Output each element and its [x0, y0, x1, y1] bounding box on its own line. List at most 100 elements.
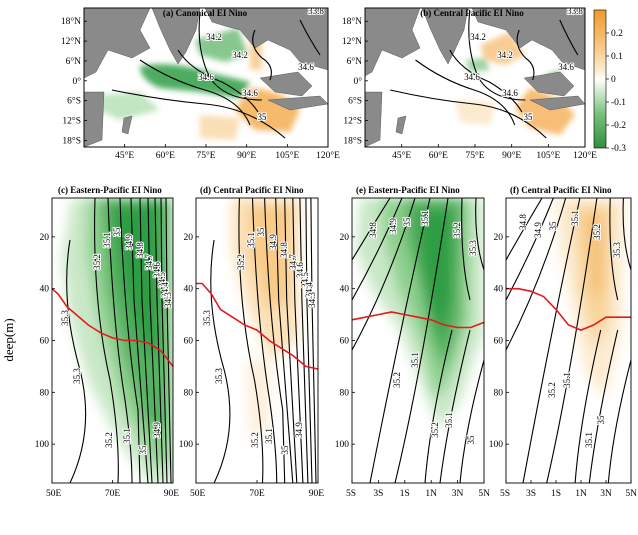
- panel-d-contour-line: [284, 198, 298, 483]
- panel-e-contour-line: [352, 198, 391, 261]
- panel-f-contour-line: [506, 198, 543, 261]
- panel-e-contour-label: 35: [466, 435, 476, 445]
- panel-f-x-tick-label: 1S: [551, 489, 561, 499]
- panel-e-contour-line: [424, 329, 453, 483]
- panel-e-contour-line: [369, 198, 431, 483]
- panel-d-contour-label: 34.8: [279, 242, 289, 258]
- panel-f: [506, 198, 631, 483]
- panel-b: [364, 7, 586, 148]
- panel-d-contour-label: 34.9: [268, 234, 278, 250]
- panel-b-contour-label: 33.8: [567, 6, 583, 16]
- panel-b-contour-label: 34.6: [558, 62, 574, 72]
- panel-e-y-tick-label: 80: [340, 388, 350, 398]
- panel-c-contour-label: 34.9: [124, 234, 134, 250]
- panel-e-x-tick-label: 5N: [478, 489, 490, 499]
- panel-d-contour-label: 35: [280, 445, 290, 455]
- panel-c-contour-line: [66, 239, 87, 483]
- panel-d-contour-label: 34.9: [294, 422, 304, 438]
- panel-e-contour-label: 35.1: [410, 352, 420, 368]
- panel-a-contour-line: [198, 11, 263, 101]
- panel-a-contour-label: 34.6: [298, 62, 314, 72]
- panel-f-contour-label: 35.3: [612, 242, 622, 258]
- panel-d-contour-label: 35.3: [202, 310, 212, 326]
- panel-b-y-tick-label: 12°N: [342, 36, 362, 47]
- panel-c-contour-line: [130, 198, 149, 483]
- panel-b-x-tick-label: 90°E: [502, 150, 521, 161]
- panel-c-contour-label: 34.9: [152, 422, 162, 438]
- panel-c-y-tick-label: 100: [35, 440, 50, 450]
- panel-b-x-tick-label: 60°E: [429, 150, 448, 161]
- panel-f-contour-line: [609, 198, 619, 301]
- panel-d-y-tick-label: 60: [184, 337, 194, 347]
- panel-d: [196, 198, 318, 483]
- panel-b-x-tick-label: 105°E: [536, 150, 560, 161]
- panel-d-contour-line: [310, 198, 317, 483]
- panel-f-contour-label: 35.1: [562, 372, 572, 388]
- panel-d-contour-label: 35.3: [214, 368, 224, 384]
- panel-c-contour-label: 34.7: [144, 254, 154, 270]
- panel-c-mixed-layer-line: [51, 288, 174, 367]
- panel-a-contour-label: 34.6: [198, 72, 214, 82]
- panel-a-contour-label: 34.2: [232, 50, 248, 60]
- panel-f-mixed-layer-line: [506, 287, 631, 331]
- panel-c-contours: [66, 198, 172, 483]
- panel-c-contour-label: 35.1: [122, 428, 132, 444]
- panel-a-x-tick-label: 90°E: [237, 150, 256, 161]
- panel-a-frame: [83, 7, 329, 148]
- panel-f-y-tick-label: 40: [494, 285, 504, 295]
- panel-c-contour-line: [165, 198, 172, 483]
- panel-e-contour-line: [352, 198, 403, 301]
- panel-c-contour-label: 34.6: [152, 262, 162, 278]
- panel-e-frame: [351, 197, 485, 484]
- panel-b-contour-label: 34.6: [464, 72, 480, 82]
- panel-a-contour-line: [299, 19, 321, 56]
- panel-a-contours: [111, 11, 321, 139]
- panel-b-contour-label: 34.6: [502, 88, 518, 98]
- panel-d-contour-line: [264, 198, 286, 483]
- panel-e-contour-label: 35.2: [392, 372, 402, 388]
- panel-f-contour-label: 35: [548, 221, 558, 231]
- panel-a-y-tick-label: 12°N: [61, 36, 81, 47]
- panel-d-y-tick-label: 80: [184, 388, 194, 398]
- colorbar-tick-label: -0.1: [611, 98, 626, 108]
- panel-d-contour-label: 34.5: [300, 272, 310, 288]
- panel-b-contour-line: [559, 19, 579, 56]
- panel-d-x-tick-label: 70E: [249, 489, 265, 499]
- colorbar-tick-label: -0.3: [611, 144, 626, 154]
- panel-b-y-tick-label: 12°S: [343, 116, 362, 127]
- panel-b-y-tick-label: 18°N: [342, 16, 362, 27]
- panel-b-contour-label: 34.2: [470, 32, 486, 42]
- panel-a-contour-label: 34.2: [206, 32, 222, 42]
- panel-b-contour-label: 35: [524, 112, 534, 122]
- panel-b-contour-line: [449, 49, 523, 113]
- panel-a-land: [84, 8, 328, 147]
- panel-a-contour-label: 34.6: [242, 88, 258, 98]
- panel-f-contour-line: [588, 329, 619, 483]
- panel-c-contour-label: 35: [138, 445, 148, 455]
- panel-f-contour-label: 35.1: [570, 210, 580, 226]
- panel-c-contour-label: 34.3: [163, 292, 173, 308]
- panel-a-contour-line: [139, 59, 251, 126]
- panel-c-y-tick-label: 60: [40, 337, 50, 347]
- panel-a-y-tick-label: 18°N: [61, 16, 81, 27]
- panel-c-contour-label: 34.5: [157, 272, 167, 288]
- panel-a-contour-label: 35: [258, 112, 268, 122]
- panel-f-contour-line: [506, 198, 567, 351]
- panel-b-contour-line: [390, 89, 547, 139]
- panel-a-y-tick-label: 12°S: [62, 116, 81, 127]
- panel-a-y-tick-label: 6°S: [67, 96, 81, 107]
- panel-f-contour-label: 35: [596, 415, 606, 425]
- panel-e-contour-label: 34.8: [368, 222, 378, 238]
- panel-c-contour-label: 35.2: [92, 254, 102, 270]
- axes-layer: 45°E 60°E 75°E 90°E 105°E 120°E 18°N 12°N 6°N 0° 6…: [35, 16, 637, 499]
- panel-d-y-tick-label: 20: [184, 233, 194, 243]
- panel-d-contour-label: 34.6: [295, 262, 305, 278]
- panel-e-x-tick-label: 1S: [400, 489, 410, 499]
- panel-c-title: (c) Eastern-Pacific EI Nino: [58, 185, 162, 195]
- panel-f-contour-line: [522, 198, 581, 483]
- panel-e-contour-label: 35.2: [430, 422, 440, 438]
- panel-a-contour-line: [111, 89, 286, 139]
- panel-a-x-tick-label: 60°E: [156, 150, 175, 161]
- panel-d-contour-label: 34.7: [288, 254, 298, 270]
- panel-f-contour-line: [574, 329, 602, 483]
